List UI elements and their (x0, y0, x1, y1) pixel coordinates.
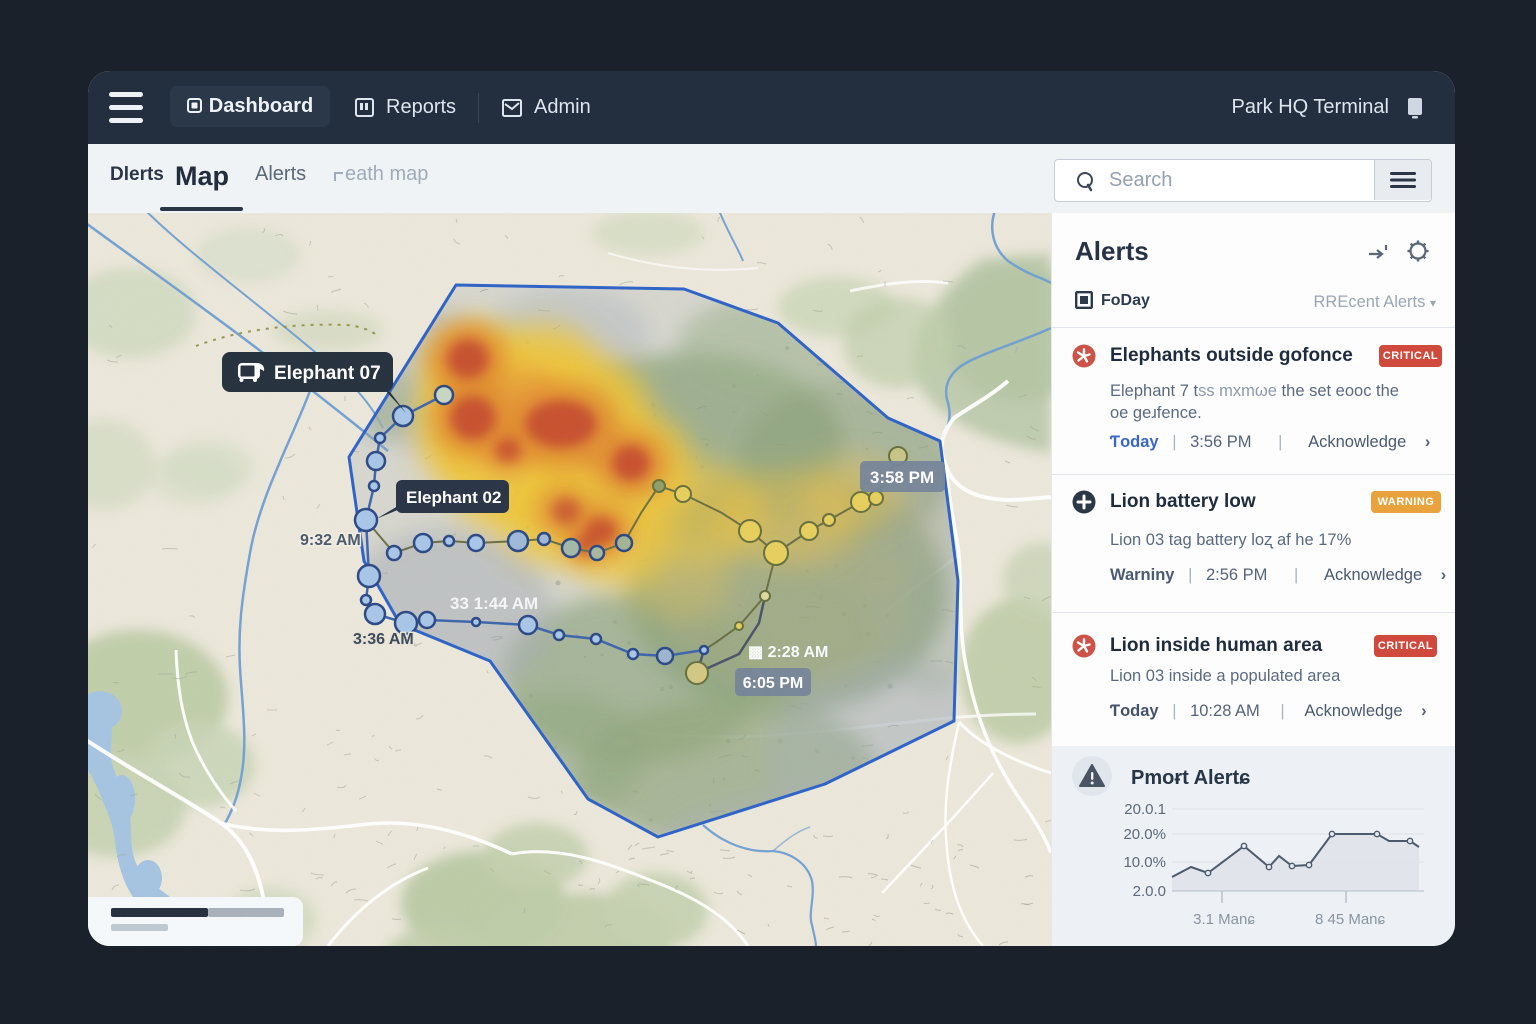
svg-text:20.0.1: 20.0.1 (1124, 802, 1166, 818)
svg-text:3.1 Manɕ: 3.1 Manɕ (1193, 911, 1255, 928)
svg-text:20.0%: 20.0% (1123, 826, 1166, 843)
svg-text:8 45 Manɕ: 8 45 Manɕ (1315, 911, 1386, 928)
svg-text:10.0%: 10.0% (1123, 854, 1166, 871)
svg-text:2.0.0: 2.0.0 (1133, 883, 1166, 900)
